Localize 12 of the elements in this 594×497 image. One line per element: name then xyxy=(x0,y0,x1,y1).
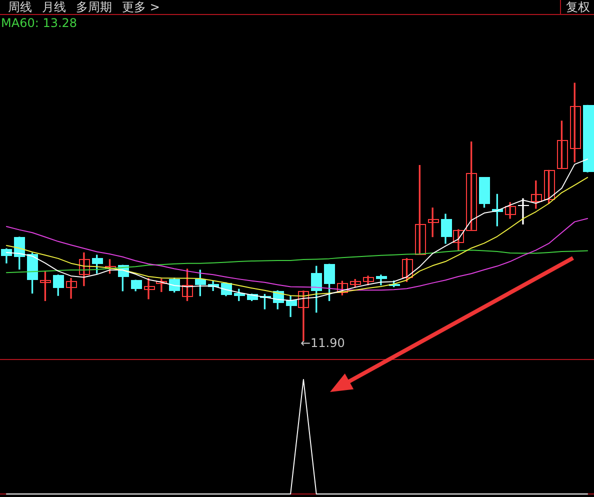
candlestick xyxy=(505,202,516,219)
text: 多周期 xyxy=(76,0,112,14)
text: 月线 xyxy=(42,0,66,14)
text: 周线 xyxy=(8,0,32,14)
candlestick xyxy=(518,198,529,224)
candlestick xyxy=(66,278,77,299)
text: MA60: 13.28 xyxy=(1,16,78,30)
annotation: ←11.90 xyxy=(300,336,345,350)
text: 复权 xyxy=(560,0,594,14)
text: 更多 > xyxy=(122,0,160,14)
candlestick xyxy=(144,278,155,300)
candlestick xyxy=(79,252,90,286)
